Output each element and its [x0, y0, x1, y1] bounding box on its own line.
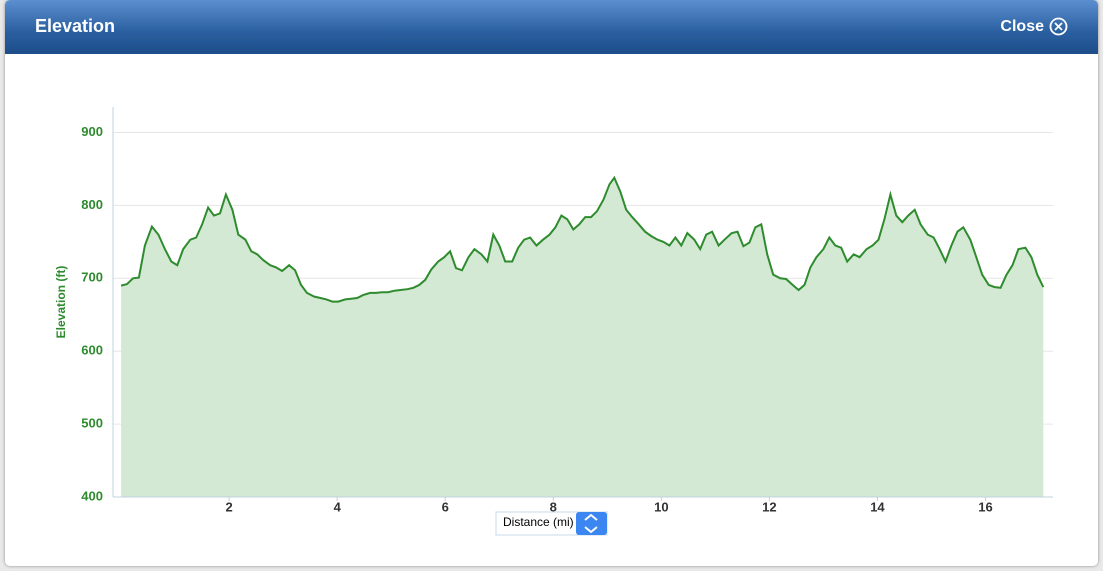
- dialog-title: Elevation: [35, 16, 116, 36]
- close-button[interactable]: Close: [1000, 17, 1068, 36]
- x-tick-label: 14: [870, 499, 885, 514]
- y-tick-label: 800: [81, 197, 103, 212]
- x-tick-label: 12: [762, 499, 776, 514]
- x-tick-label: 6: [442, 499, 449, 514]
- elevation-line: [120, 175, 1045, 303]
- x-tick-label: 16: [978, 499, 992, 514]
- dialog-header: Elevation Close: [5, 0, 1098, 54]
- x-axis-selector[interactable]: Distance (mi): [495, 511, 608, 536]
- y-tick-label: 700: [81, 270, 103, 285]
- y-tick-label: 500: [81, 416, 103, 431]
- y-axis-label: Elevation (ft): [54, 266, 68, 339]
- elevation-area: [121, 177, 1044, 497]
- x-tick-label: 2: [226, 499, 233, 514]
- close-label[interactable]: Close: [1000, 17, 1044, 35]
- x-axis-label[interactable]: Distance (mi): [503, 515, 574, 529]
- x-tick-label: 8: [550, 499, 557, 514]
- y-tick-label: 900: [81, 124, 103, 139]
- selector-arrow-icon[interactable]: [584, 513, 598, 534]
- selector-arrows[interactable]: [576, 512, 607, 535]
- y-tick-label: 600: [81, 343, 103, 358]
- x-tick-label: 10: [654, 499, 668, 514]
- x-tick-label: 4: [334, 499, 342, 514]
- y-tick-label: 400: [81, 488, 103, 503]
- close-icon[interactable]: [1049, 17, 1068, 36]
